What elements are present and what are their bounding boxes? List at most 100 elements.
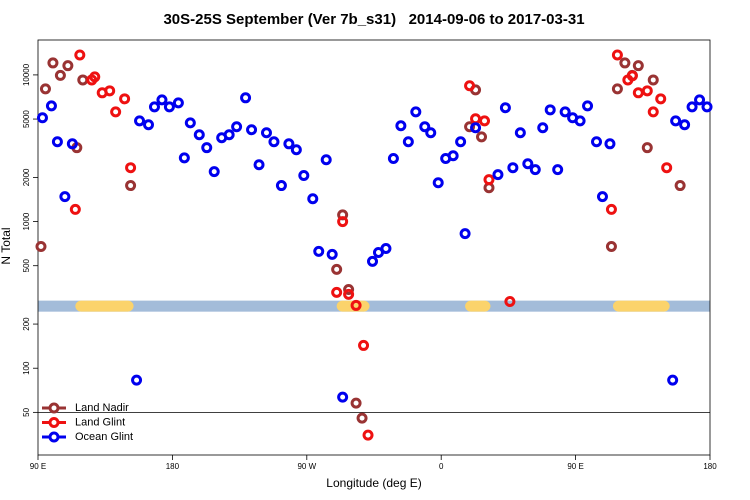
point: [283, 138, 295, 150]
legend-label: Ocean Glint: [75, 431, 133, 443]
point: [172, 97, 184, 109]
point: [647, 106, 659, 118]
y-axis-label: N Total: [0, 227, 13, 264]
point: [275, 180, 287, 192]
point: [395, 120, 407, 132]
point: [626, 70, 638, 82]
point: [35, 241, 47, 253]
point: [670, 115, 682, 127]
point: [201, 142, 213, 154]
point: [253, 159, 265, 171]
point: [611, 83, 623, 95]
point: [307, 193, 319, 205]
point: [419, 121, 431, 133]
point: [66, 138, 78, 150]
point: [143, 119, 155, 131]
x-tick-label: 180: [703, 462, 717, 471]
land-span: [465, 300, 491, 312]
point: [178, 152, 190, 164]
point: [459, 228, 471, 240]
point: [596, 191, 608, 203]
point: [331, 286, 343, 298]
point: [290, 144, 302, 156]
point: [69, 203, 81, 215]
point: [362, 429, 374, 441]
legend-label: Land Glint: [75, 416, 125, 428]
point: [619, 57, 631, 69]
point: [367, 255, 379, 267]
point: [331, 263, 343, 275]
point: [350, 299, 362, 311]
x-tick-label: 180: [166, 462, 180, 471]
y-tick-label: 100: [22, 361, 31, 375]
plot-frame: [37, 39, 711, 456]
point: [674, 180, 686, 192]
y-tick-label: 1000: [22, 212, 31, 230]
point: [402, 136, 414, 148]
point: [667, 374, 679, 386]
point: [320, 154, 332, 166]
point: [231, 121, 243, 133]
point: [240, 92, 252, 104]
point: [701, 101, 713, 113]
point: [574, 115, 586, 127]
land-span: [75, 300, 134, 312]
point: [119, 93, 131, 105]
point: [655, 93, 667, 105]
point: [632, 87, 644, 99]
point: [125, 162, 137, 174]
point: [552, 164, 564, 176]
point: [59, 191, 71, 203]
point: [184, 117, 196, 129]
y-tick-label: 50: [22, 407, 31, 416]
point: [476, 131, 488, 143]
point: [104, 85, 116, 97]
y-tick-label: 5000: [22, 110, 31, 128]
point: [337, 391, 349, 403]
point: [483, 174, 495, 186]
point: [74, 49, 86, 61]
point: [479, 115, 491, 127]
point: [410, 106, 422, 118]
point: [641, 85, 653, 97]
point: [611, 49, 623, 61]
point: [591, 136, 603, 148]
point: [647, 74, 659, 86]
point: [504, 296, 516, 308]
y-tick-label: 500: [22, 258, 31, 272]
point: [358, 339, 370, 351]
point: [470, 113, 482, 125]
point: [223, 129, 235, 141]
point: [134, 115, 146, 127]
point: [559, 106, 571, 118]
point: [298, 170, 310, 182]
point: [632, 60, 644, 72]
point: [537, 122, 549, 134]
x-axis-label: Longitude (deg E): [326, 476, 421, 490]
point: [470, 122, 482, 134]
x-tick-label: 90 W: [297, 462, 316, 471]
point: [246, 124, 258, 136]
point: [39, 83, 51, 95]
point: [464, 121, 476, 133]
point: [260, 127, 272, 139]
point: [641, 142, 653, 154]
point: [326, 248, 338, 260]
legend-marker: [48, 417, 60, 428]
point: [110, 106, 122, 118]
land-span: [612, 300, 670, 312]
point: [694, 94, 706, 106]
point: [148, 101, 160, 113]
point: [47, 57, 59, 69]
y-tick-label: 2000: [22, 168, 31, 186]
y-tick-label: 200: [22, 317, 31, 331]
point: [514, 127, 526, 139]
point: [661, 162, 673, 174]
legend-marker: [48, 431, 60, 443]
point: [425, 127, 437, 139]
point: [499, 102, 511, 114]
point: [343, 284, 355, 296]
legend-label: Land Nadir: [75, 402, 129, 414]
point: [492, 169, 504, 181]
